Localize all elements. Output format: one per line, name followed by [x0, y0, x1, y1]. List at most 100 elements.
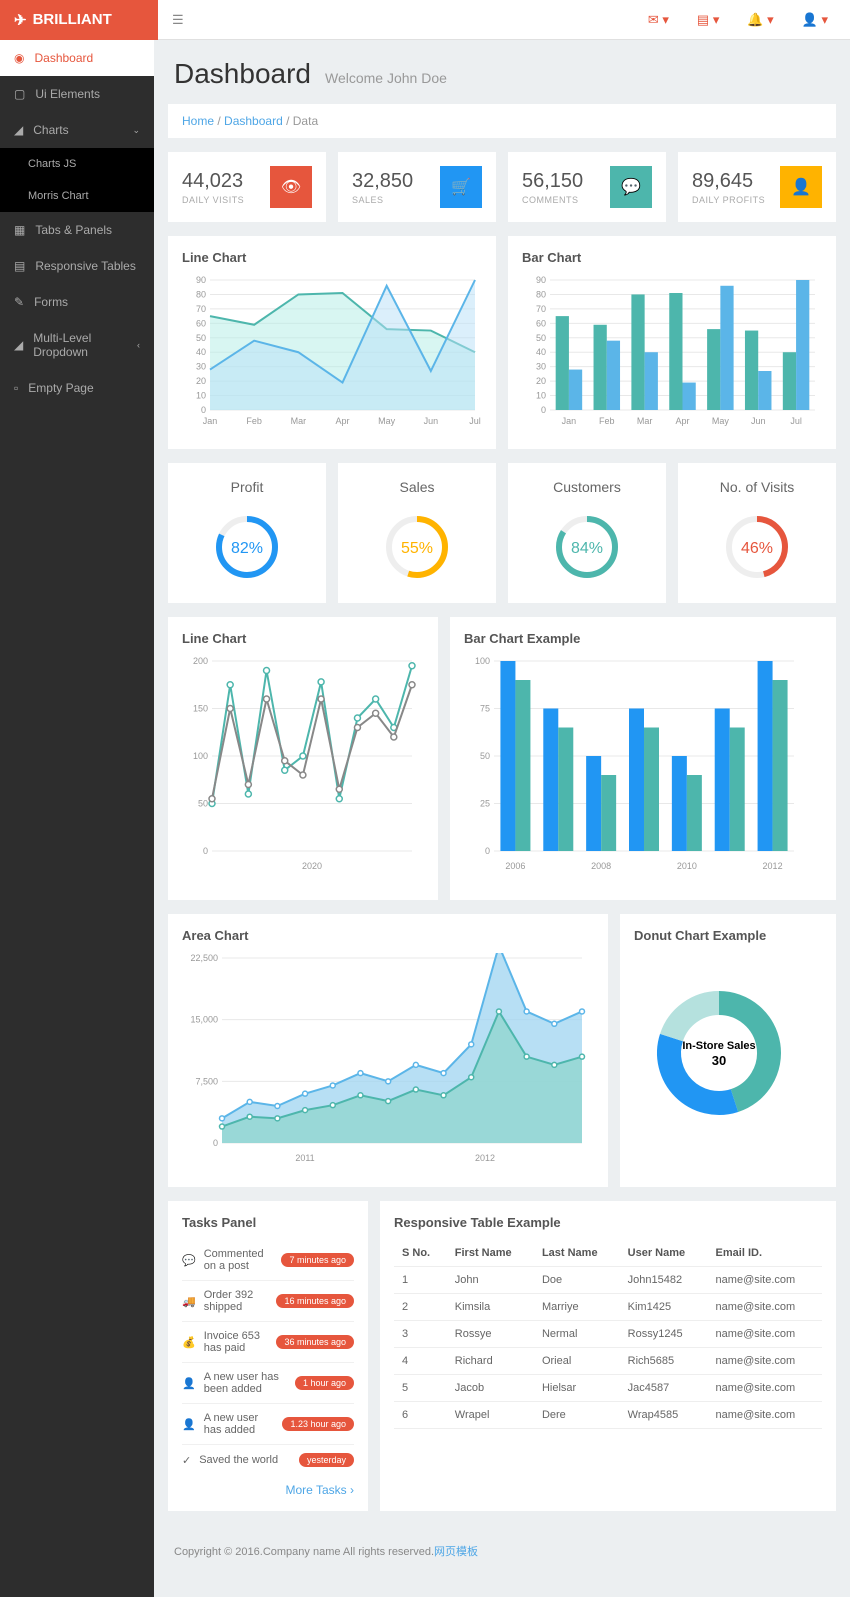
- svg-text:0: 0: [213, 1138, 218, 1148]
- svg-text:50: 50: [198, 799, 208, 809]
- svg-text:100: 100: [475, 656, 490, 666]
- donut-title: Profit: [184, 479, 310, 495]
- donut-title: No. of Visits: [694, 479, 820, 495]
- breadcrumb-home[interactable]: Home: [182, 114, 214, 128]
- table-cell: John15482: [620, 1267, 708, 1294]
- welcome-text: Welcome John Doe: [325, 70, 447, 86]
- menu-toggle-icon[interactable]: ☰: [172, 12, 184, 28]
- task-item[interactable]: 💰Invoice 653 has paid36 minutes ago: [182, 1322, 354, 1363]
- footer-link[interactable]: 网页模板: [434, 1546, 478, 1558]
- bar-chart-2: 02550751002006200820102012: [464, 656, 804, 886]
- table-cell: Doe: [534, 1267, 620, 1294]
- stat-card: 56,150COMMENTS💬: [508, 152, 666, 222]
- mail-icon[interactable]: ✉ ▾: [648, 12, 669, 28]
- sidebar-subitem[interactable]: Charts JS: [0, 148, 154, 180]
- table-header: S No.: [394, 1240, 447, 1267]
- bell-icon[interactable]: 🔔 ▾: [747, 12, 773, 28]
- table-header: User Name: [620, 1240, 708, 1267]
- sidebar-item-ui-elements[interactable]: ▢Ui Elements: [0, 76, 154, 112]
- task-item[interactable]: 💬Commented on a post7 minutes ago: [182, 1240, 354, 1281]
- svg-text:50: 50: [480, 751, 490, 761]
- table-row: 5JacobHielsarJac4587name@site.com: [394, 1375, 822, 1402]
- table-header: Last Name: [534, 1240, 620, 1267]
- tasks-icon[interactable]: ▤ ▾: [697, 12, 719, 28]
- table-row: 4RichardOriealRich5685name@site.com: [394, 1348, 822, 1375]
- panel-area-chart: Area Chart 07,50015,00022,50020112012: [168, 914, 608, 1187]
- donut-chart: In-Store Sales30: [634, 953, 804, 1143]
- donuts-row: Profit82%Sales55%Customers84%No. of Visi…: [168, 463, 836, 603]
- sidebar-icon: ◉: [14, 51, 24, 65]
- chart-title: Bar Chart Example: [464, 631, 822, 646]
- sidebar-label: Forms: [34, 295, 68, 309]
- sidebar-item-dashboard[interactable]: ◉Dashboard: [0, 40, 154, 76]
- table-cell: Jac4587: [620, 1375, 708, 1402]
- bar-chart-1: 0102030405060708090JanFebMarAprMayJunJul: [522, 275, 822, 435]
- table-cell: 2: [394, 1294, 447, 1321]
- svg-text:150: 150: [193, 704, 208, 714]
- table-cell: Hielsar: [534, 1375, 620, 1402]
- sidebar-item-responsive-tables[interactable]: ▤Responsive Tables: [0, 248, 154, 284]
- table-header: First Name: [447, 1240, 534, 1267]
- svg-text:0: 0: [485, 846, 490, 856]
- sidebar-item-empty-page[interactable]: ▫Empty Page: [0, 370, 154, 406]
- svg-text:25: 25: [480, 799, 490, 809]
- donut-card: Profit82%: [168, 463, 326, 603]
- svg-text:200: 200: [193, 656, 208, 666]
- donut-svg: 55%: [377, 507, 457, 587]
- table-cell: Nermal: [534, 1321, 620, 1348]
- breadcrumb-dash[interactable]: Dashboard: [224, 114, 283, 128]
- table-cell: John: [447, 1267, 534, 1294]
- data-table: S No.First NameLast NameUser NameEmail I…: [394, 1240, 822, 1429]
- svg-text:Feb: Feb: [599, 416, 615, 426]
- sidebar-icon: ▢: [14, 87, 25, 101]
- table-cell: Orieal: [534, 1348, 620, 1375]
- more-tasks-link[interactable]: More Tasks ›: [182, 1475, 354, 1497]
- svg-text:30: 30: [196, 362, 206, 372]
- svg-text:2006: 2006: [505, 861, 525, 871]
- task-icon: ✓: [182, 1454, 191, 1467]
- svg-text:Mar: Mar: [291, 416, 307, 426]
- donut-title: Sales: [354, 479, 480, 495]
- task-item[interactable]: 👤A new user has been added1 hour ago: [182, 1363, 354, 1404]
- svg-text:90: 90: [536, 275, 546, 285]
- table-cell: name@site.com: [708, 1267, 822, 1294]
- sidebar-item-forms[interactable]: ✎Forms: [0, 284, 154, 320]
- sidebar-subitem[interactable]: Morris Chart: [0, 180, 154, 212]
- svg-text:60: 60: [536, 318, 546, 328]
- svg-text:2008: 2008: [591, 861, 611, 871]
- panel-title: Responsive Table Example: [394, 1215, 822, 1230]
- stat-card: 32,850SALES🛒: [338, 152, 496, 222]
- svg-text:Apr: Apr: [675, 416, 689, 426]
- stat-label: DAILY VISITS: [182, 195, 244, 205]
- page-header: Dashboard Welcome John Doe: [168, 40, 836, 104]
- sidebar-icon: ▦: [14, 223, 25, 237]
- task-text: Order 392 shipped: [204, 1289, 269, 1313]
- sidebar-item-multi-level-dropdown[interactable]: ◢Multi-Level Dropdown‹: [0, 320, 154, 370]
- topbar: ✈ BRILLIANT ☰ ✉ ▾ ▤ ▾ 🔔 ▾ 👤 ▾: [0, 0, 850, 40]
- svg-text:50: 50: [196, 333, 206, 343]
- sidebar-item-tabs-&-panels[interactable]: ▦Tabs & Panels: [0, 212, 154, 248]
- svg-text:2011: 2011: [295, 1153, 314, 1163]
- sidebar-icon: ◢: [14, 123, 23, 137]
- sidebar-icon: ▫: [14, 381, 18, 395]
- table-cell: Kim1425: [620, 1294, 708, 1321]
- task-item[interactable]: 🚚Order 392 shipped16 minutes ago: [182, 1281, 354, 1322]
- task-item[interactable]: 👤A new user has added1.23 hour ago: [182, 1404, 354, 1445]
- svg-text:15,000: 15,000: [190, 1015, 218, 1025]
- table-cell: Wrapel: [447, 1402, 534, 1429]
- sidebar: ◉Dashboard▢Ui Elements◢Charts⌄Charts JSM…: [0, 40, 154, 1597]
- svg-text:10: 10: [196, 391, 206, 401]
- stat-icon: 👤: [780, 166, 822, 208]
- svg-text:30: 30: [712, 1053, 726, 1068]
- svg-text:Jan: Jan: [203, 416, 218, 426]
- chart-title: Line Chart: [182, 250, 482, 265]
- task-text: A new user has been added: [204, 1371, 287, 1395]
- task-item[interactable]: ✓Saved the worldyesterday: [182, 1445, 354, 1475]
- brand[interactable]: ✈ BRILLIANT: [0, 0, 158, 40]
- panel-bar-chart-2: Bar Chart Example 0255075100200620082010…: [450, 617, 836, 900]
- sidebar-icon: ▤: [14, 259, 25, 273]
- user-icon[interactable]: 👤 ▾: [802, 12, 828, 28]
- table-cell: name@site.com: [708, 1348, 822, 1375]
- sidebar-item-charts[interactable]: ◢Charts⌄: [0, 112, 154, 148]
- svg-text:Jul: Jul: [790, 416, 802, 426]
